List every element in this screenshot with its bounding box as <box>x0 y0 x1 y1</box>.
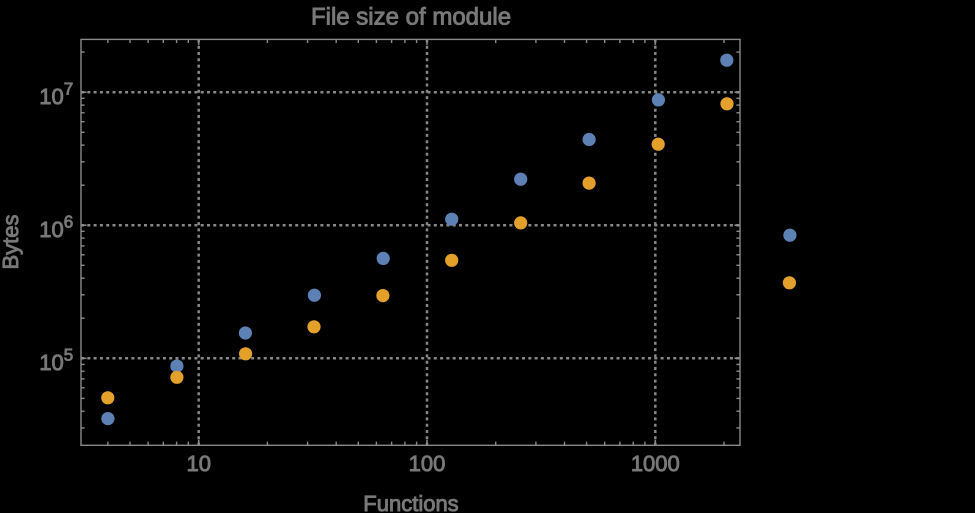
svg-text:100: 100 <box>409 451 446 476</box>
svg-text:File size of module: File size of module <box>311 4 511 31</box>
svg-text:10: 10 <box>186 451 210 476</box>
svg-text:Functions: Functions <box>363 491 458 513</box>
svg-text:1000: 1000 <box>631 451 680 476</box>
svg-text:Bytes: Bytes <box>0 214 23 269</box>
